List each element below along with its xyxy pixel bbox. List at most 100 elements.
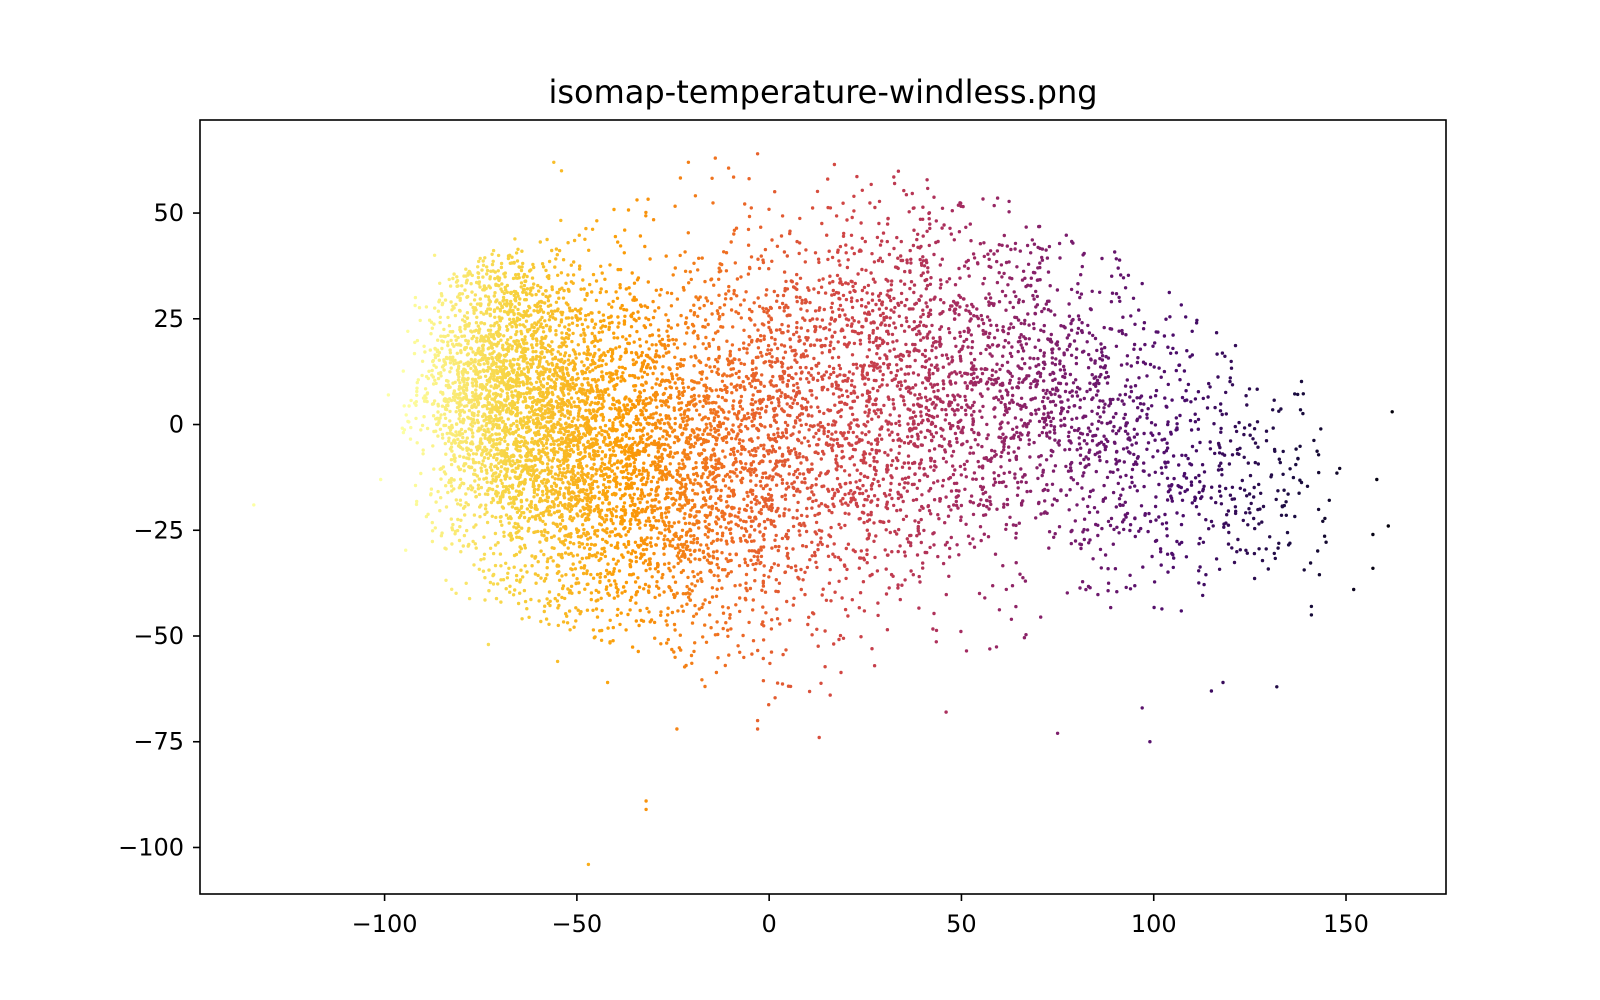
data-point bbox=[570, 431, 574, 435]
data-point bbox=[770, 360, 774, 364]
data-point bbox=[433, 355, 438, 360]
data-point bbox=[467, 465, 471, 469]
data-point bbox=[517, 276, 521, 280]
data-point bbox=[574, 356, 578, 360]
data-point bbox=[485, 471, 489, 475]
data-point bbox=[648, 492, 652, 496]
data-point bbox=[645, 500, 649, 504]
data-point bbox=[621, 413, 625, 417]
data-point bbox=[681, 381, 685, 385]
data-point bbox=[504, 561, 508, 565]
data-point bbox=[658, 421, 662, 425]
data-point bbox=[575, 497, 579, 502]
data-point bbox=[544, 289, 548, 293]
data-point bbox=[654, 543, 658, 547]
data-point bbox=[494, 403, 498, 408]
data-point bbox=[611, 402, 615, 407]
data-point bbox=[535, 369, 539, 374]
data-point bbox=[404, 413, 408, 417]
data-point bbox=[500, 402, 504, 406]
data-point bbox=[621, 519, 625, 523]
data-point bbox=[446, 343, 450, 348]
data-point bbox=[472, 308, 476, 313]
data-point bbox=[514, 384, 519, 388]
data-point bbox=[555, 509, 560, 514]
data-point bbox=[517, 384, 521, 388]
data-point bbox=[444, 484, 448, 488]
data-point bbox=[483, 445, 487, 449]
data-point bbox=[533, 439, 537, 444]
data-point bbox=[595, 390, 599, 394]
data-point bbox=[759, 484, 763, 488]
data-point bbox=[423, 350, 427, 354]
data-point bbox=[552, 534, 556, 538]
data-point bbox=[599, 596, 603, 600]
data-point bbox=[548, 368, 552, 372]
data-point bbox=[588, 282, 592, 287]
data-point bbox=[639, 437, 643, 441]
data-point bbox=[499, 265, 504, 270]
data-point bbox=[729, 570, 733, 574]
data-point bbox=[533, 530, 538, 534]
data-point bbox=[564, 281, 568, 285]
data-point bbox=[653, 421, 658, 425]
data-point bbox=[557, 593, 561, 597]
data-point bbox=[433, 353, 437, 357]
data-point bbox=[556, 420, 560, 424]
data-point bbox=[473, 293, 478, 297]
data-point bbox=[674, 478, 679, 483]
data-point bbox=[487, 284, 491, 288]
data-point bbox=[632, 281, 637, 285]
data-point bbox=[446, 403, 450, 408]
data-point bbox=[599, 319, 603, 323]
data-point bbox=[467, 427, 471, 431]
data-point bbox=[564, 422, 568, 426]
data-point bbox=[576, 494, 581, 498]
data-point bbox=[561, 541, 565, 545]
data-point bbox=[452, 438, 456, 442]
data-point bbox=[679, 406, 683, 411]
data-point bbox=[496, 409, 501, 414]
data-point bbox=[666, 343, 670, 348]
data-point bbox=[515, 330, 519, 334]
data-point bbox=[518, 473, 523, 477]
data-point bbox=[589, 591, 594, 595]
data-point bbox=[686, 453, 690, 457]
data-point bbox=[454, 302, 458, 307]
data-point bbox=[482, 312, 486, 316]
data-point bbox=[547, 259, 552, 264]
data-point bbox=[595, 572, 600, 577]
data-point bbox=[586, 325, 590, 329]
data-point bbox=[696, 268, 700, 272]
data-point bbox=[487, 394, 492, 398]
data-point bbox=[464, 338, 468, 343]
data-point bbox=[531, 286, 535, 290]
data-point bbox=[462, 314, 467, 318]
data-point bbox=[742, 497, 746, 501]
data-point bbox=[433, 378, 437, 382]
data-point bbox=[684, 546, 688, 551]
data-point bbox=[541, 425, 546, 430]
data-point bbox=[657, 334, 661, 338]
data-point bbox=[759, 334, 763, 338]
data-point bbox=[603, 277, 607, 281]
data-point bbox=[494, 422, 498, 427]
data-point bbox=[584, 426, 588, 431]
data-point bbox=[542, 609, 546, 614]
data-point bbox=[449, 366, 453, 370]
data-point bbox=[552, 367, 557, 372]
data-point bbox=[508, 476, 512, 480]
data-point bbox=[630, 645, 635, 649]
data-point bbox=[550, 352, 554, 356]
data-point bbox=[571, 436, 576, 440]
data-point bbox=[851, 430, 855, 435]
data-point bbox=[614, 346, 618, 350]
data-point bbox=[536, 560, 540, 564]
data-point bbox=[705, 426, 709, 430]
data-point bbox=[556, 443, 560, 447]
data-point bbox=[706, 552, 710, 556]
data-point bbox=[580, 476, 585, 480]
data-point bbox=[554, 329, 558, 333]
data-point bbox=[480, 344, 485, 348]
data-point bbox=[460, 284, 464, 288]
